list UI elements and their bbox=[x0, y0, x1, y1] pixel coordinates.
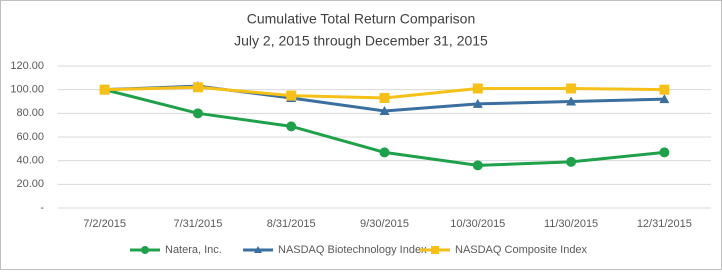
marker bbox=[99, 84, 110, 95]
y-tick-label: 100.00 bbox=[10, 84, 44, 96]
marker bbox=[192, 108, 203, 119]
legend-label: Natera, Inc. bbox=[165, 244, 222, 256]
marker bbox=[379, 147, 390, 158]
marker bbox=[286, 121, 297, 132]
x-tick-label: 11/30/2015 bbox=[544, 218, 598, 230]
chart-title: Cumulative Total Return Comparison bbox=[247, 11, 476, 27]
legend-label: NASDAQ Composite Index bbox=[455, 244, 588, 256]
x-tick-label: 10/30/2015 bbox=[450, 218, 505, 230]
chart-subtitle: July 2, 2015 through December 31, 2015 bbox=[234, 33, 488, 49]
y-tick-label: 60.00 bbox=[16, 131, 44, 143]
marker bbox=[659, 94, 670, 104]
marker bbox=[192, 82, 203, 93]
legend-marker bbox=[254, 246, 262, 253]
x-tick-label: 9/30/2015 bbox=[360, 218, 409, 230]
marker bbox=[566, 156, 577, 167]
legend-marker bbox=[431, 246, 439, 254]
marker bbox=[472, 98, 483, 108]
y-tick-label: - bbox=[40, 202, 44, 214]
y-tick-label: 20.00 bbox=[16, 178, 44, 190]
marker bbox=[566, 83, 577, 94]
marker bbox=[659, 147, 670, 158]
marker bbox=[472, 83, 483, 94]
marker bbox=[286, 90, 297, 101]
marker bbox=[379, 92, 390, 103]
marker bbox=[379, 105, 390, 115]
legend-label: NASDAQ Biotechnology Index bbox=[278, 244, 427, 256]
x-tick-label: 12/31/2015 bbox=[637, 218, 692, 230]
x-tick-label: 7/2/2015 bbox=[83, 218, 126, 230]
y-tick-label: 80.00 bbox=[16, 107, 44, 119]
x-tick-label: 8/31/2015 bbox=[267, 218, 316, 230]
marker bbox=[472, 160, 483, 171]
y-tick-label: 40.00 bbox=[16, 155, 44, 167]
marker bbox=[659, 84, 670, 95]
y-tick-label: 120.00 bbox=[10, 60, 44, 72]
legend-marker bbox=[141, 246, 149, 254]
marker bbox=[566, 96, 577, 106]
x-tick-label: 7/31/2015 bbox=[173, 218, 222, 230]
